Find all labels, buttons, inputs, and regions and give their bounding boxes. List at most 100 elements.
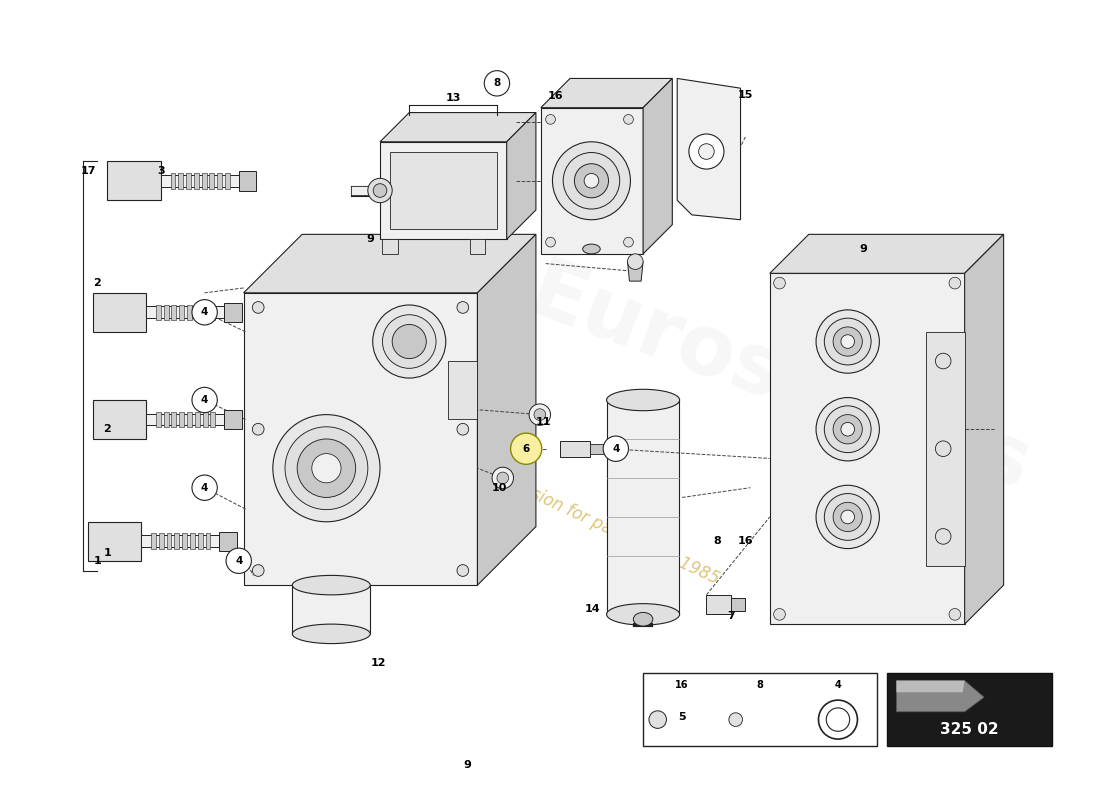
- Polygon shape: [141, 535, 219, 547]
- Circle shape: [624, 114, 634, 124]
- Polygon shape: [607, 400, 679, 614]
- Polygon shape: [210, 305, 216, 320]
- Polygon shape: [560, 441, 590, 457]
- Ellipse shape: [373, 305, 446, 378]
- Ellipse shape: [816, 310, 879, 374]
- Polygon shape: [175, 534, 179, 549]
- Polygon shape: [209, 173, 214, 189]
- Text: 11: 11: [536, 418, 551, 427]
- Text: 9: 9: [366, 234, 374, 244]
- Ellipse shape: [824, 494, 871, 540]
- Polygon shape: [206, 534, 210, 549]
- Circle shape: [773, 278, 785, 289]
- Polygon shape: [243, 293, 477, 585]
- Ellipse shape: [297, 439, 355, 498]
- Polygon shape: [172, 412, 176, 427]
- Circle shape: [227, 548, 252, 574]
- Ellipse shape: [293, 624, 371, 643]
- Circle shape: [497, 472, 508, 484]
- Ellipse shape: [833, 327, 862, 356]
- Polygon shape: [896, 681, 965, 692]
- Polygon shape: [389, 151, 497, 230]
- Polygon shape: [156, 412, 161, 427]
- Ellipse shape: [552, 142, 630, 220]
- Polygon shape: [172, 305, 176, 320]
- Polygon shape: [194, 173, 199, 189]
- Polygon shape: [507, 113, 536, 239]
- Circle shape: [624, 238, 634, 247]
- Polygon shape: [219, 531, 236, 551]
- Ellipse shape: [824, 406, 871, 453]
- Ellipse shape: [285, 426, 367, 510]
- Polygon shape: [218, 173, 222, 189]
- Text: 4: 4: [235, 556, 242, 566]
- Text: 16: 16: [738, 536, 754, 546]
- Polygon shape: [92, 293, 146, 332]
- Text: 1: 1: [94, 556, 101, 566]
- Circle shape: [949, 609, 960, 620]
- Circle shape: [773, 609, 785, 620]
- Circle shape: [192, 300, 218, 325]
- Text: 8: 8: [713, 536, 721, 546]
- Polygon shape: [146, 414, 224, 426]
- Polygon shape: [198, 534, 202, 549]
- Circle shape: [492, 467, 514, 489]
- Polygon shape: [770, 274, 965, 624]
- Polygon shape: [88, 522, 141, 561]
- Text: 12: 12: [371, 658, 386, 668]
- Ellipse shape: [833, 502, 862, 531]
- Circle shape: [252, 565, 264, 576]
- Ellipse shape: [367, 178, 393, 202]
- Text: 17: 17: [81, 166, 97, 176]
- Polygon shape: [156, 305, 161, 320]
- Polygon shape: [224, 302, 242, 322]
- Polygon shape: [195, 412, 200, 427]
- Ellipse shape: [583, 244, 601, 254]
- Circle shape: [192, 387, 218, 413]
- Polygon shape: [239, 171, 256, 190]
- Polygon shape: [92, 400, 146, 439]
- Polygon shape: [195, 305, 200, 320]
- Polygon shape: [678, 78, 740, 220]
- Polygon shape: [146, 306, 224, 318]
- Ellipse shape: [824, 318, 871, 365]
- Polygon shape: [243, 234, 536, 293]
- Circle shape: [456, 423, 469, 435]
- Ellipse shape: [833, 414, 862, 444]
- Polygon shape: [477, 234, 536, 585]
- Circle shape: [935, 441, 952, 457]
- Ellipse shape: [606, 390, 680, 410]
- Polygon shape: [770, 234, 1003, 274]
- Polygon shape: [382, 239, 397, 254]
- Polygon shape: [166, 534, 172, 549]
- Text: 7: 7: [727, 611, 735, 622]
- Polygon shape: [187, 305, 192, 320]
- Circle shape: [252, 302, 264, 314]
- Circle shape: [534, 409, 546, 421]
- Polygon shape: [179, 305, 184, 320]
- Text: 2: 2: [103, 424, 111, 434]
- Text: 4: 4: [612, 444, 619, 454]
- Polygon shape: [164, 412, 168, 427]
- Text: 325 02: 325 02: [940, 722, 999, 737]
- Text: Eurospares: Eurospares: [518, 252, 1042, 509]
- Polygon shape: [590, 444, 607, 454]
- Text: 4: 4: [835, 679, 842, 690]
- Polygon shape: [226, 173, 230, 189]
- Ellipse shape: [840, 422, 855, 436]
- Ellipse shape: [311, 454, 341, 483]
- Text: 1: 1: [103, 548, 111, 558]
- Polygon shape: [379, 142, 507, 239]
- Circle shape: [818, 700, 858, 739]
- Polygon shape: [190, 534, 195, 549]
- Polygon shape: [896, 681, 984, 712]
- Polygon shape: [644, 78, 672, 254]
- Polygon shape: [183, 534, 187, 549]
- Polygon shape: [470, 239, 485, 254]
- Polygon shape: [178, 173, 184, 189]
- Polygon shape: [158, 534, 164, 549]
- Text: 8: 8: [493, 78, 500, 88]
- Polygon shape: [179, 412, 184, 427]
- Circle shape: [192, 475, 218, 500]
- Circle shape: [698, 144, 714, 159]
